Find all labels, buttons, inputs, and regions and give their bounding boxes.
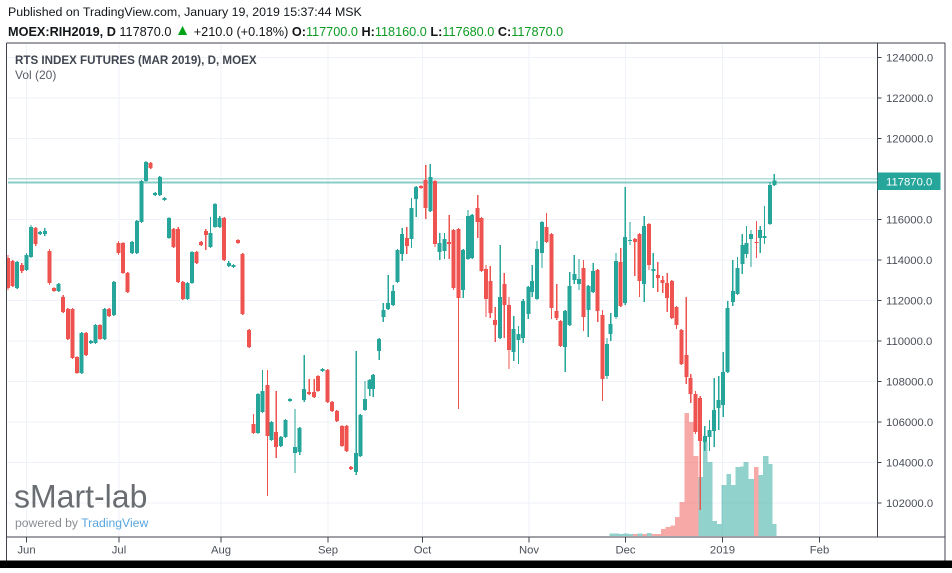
svg-text:Sep: Sep [318, 545, 338, 557]
svg-text:102000.0: 102000.0 [886, 498, 933, 510]
svg-text:117870.0: 117870.0 [886, 176, 932, 188]
svg-text:2019: 2019 [710, 545, 735, 557]
svg-text:Published on TradingView.com,: Published on TradingView.com, January 19… [8, 5, 363, 19]
svg-text:114000.0: 114000.0 [886, 255, 932, 267]
svg-text:122000.0: 122000.0 [886, 93, 933, 105]
svg-text:Aug: Aug [211, 545, 231, 557]
svg-text:RTS INDEX FUTURES (MAR 2019),: RTS INDEX FUTURES (MAR 2019), D, MOEX [15, 54, 257, 67]
svg-text:106000.0: 106000.0 [886, 417, 933, 429]
svg-text:Dec: Dec [615, 545, 635, 557]
svg-text:powered by TradingView: powered by TradingView [15, 516, 148, 530]
svg-text:112000.0: 112000.0 [886, 295, 932, 307]
svg-text:116000.0: 116000.0 [886, 214, 932, 226]
svg-text:110000.0: 110000.0 [886, 336, 932, 348]
svg-text:MOEX:RIH2019, D 117870.0 ▲ +21: MOEX:RIH2019, D 117870.0 ▲ +210.0 (+0.18… [8, 22, 563, 39]
svg-text:Feb: Feb [810, 545, 829, 557]
svg-text:Jul: Jul [112, 545, 126, 557]
svg-text:Nov: Nov [519, 545, 539, 557]
svg-text:Jun: Jun [17, 545, 35, 557]
svg-text:120000.0: 120000.0 [886, 133, 933, 145]
svg-text:108000.0: 108000.0 [886, 376, 933, 388]
svg-text:Oct: Oct [414, 545, 432, 557]
svg-text:104000.0: 104000.0 [886, 457, 933, 469]
svg-text:124000.0: 124000.0 [886, 52, 933, 64]
svg-text:Vol (20): Vol (20) [15, 68, 56, 82]
svg-text:sMart-lab: sMart-lab [14, 479, 147, 515]
